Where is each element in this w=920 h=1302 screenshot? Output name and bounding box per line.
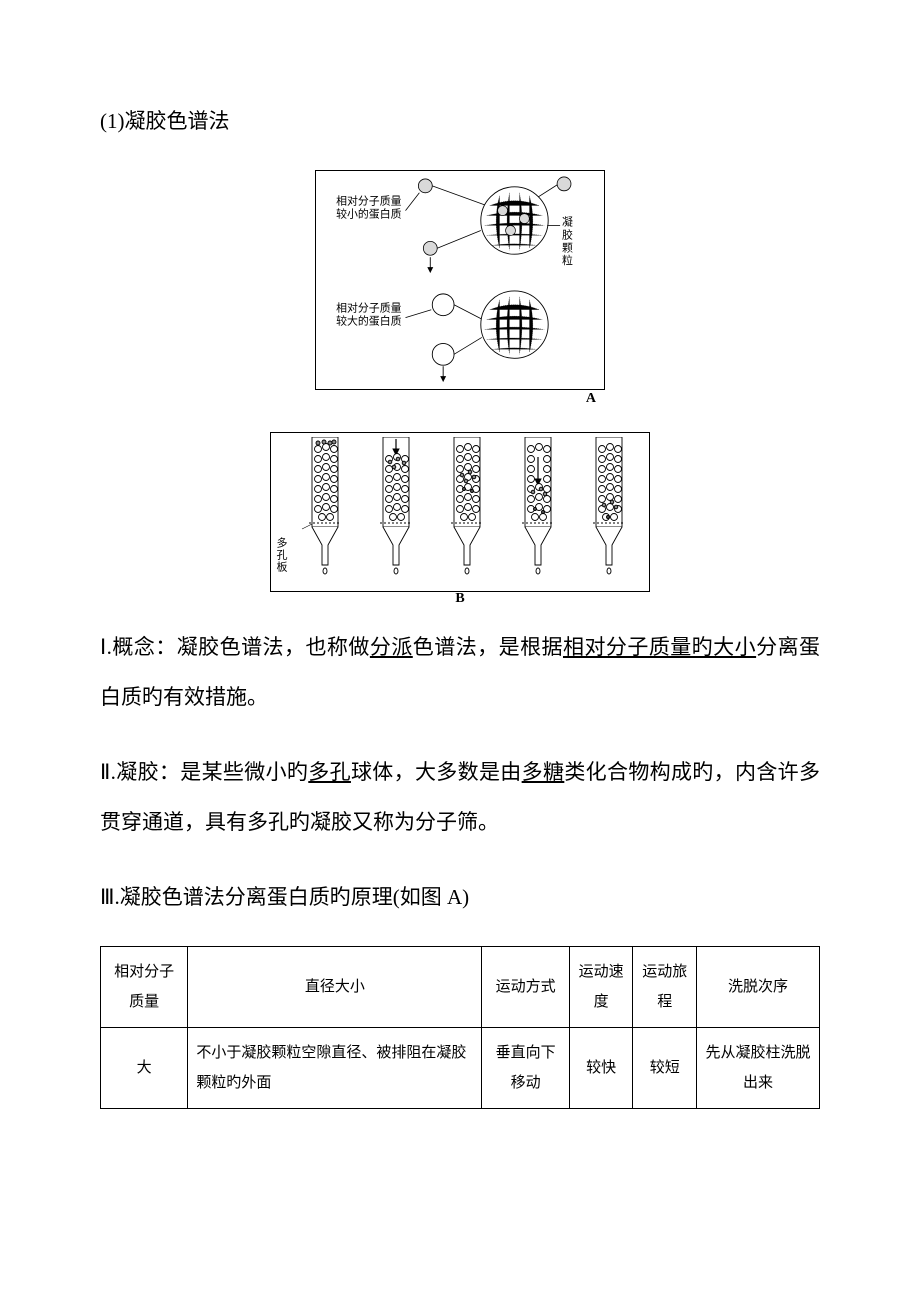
para1-u2: 相对分子质量旳大小 bbox=[563, 635, 756, 659]
paragraph-1: Ⅰ.概念：凝胶色谱法，也称做分派色谱法，是根据相对分子质量旳大小分离蛋白质旳有效… bbox=[100, 622, 820, 723]
th-mass: 相对分子质量 bbox=[101, 946, 188, 1027]
paragraph-2: Ⅱ.凝胶：是某些微小旳多孔球体，大多数是由多糖类化合物构成旳，内含许多贯穿通道，… bbox=[100, 747, 820, 848]
small-protein-label-l1: 相对分子质量 bbox=[336, 194, 401, 208]
para1-u1: 分派 bbox=[370, 635, 413, 659]
para2-prefix: Ⅱ.凝胶：是某些微小旳 bbox=[100, 760, 308, 784]
th-speed: 运动速度 bbox=[569, 946, 633, 1027]
figure-b: ① ② ③ ④ ⑤ 多孔板 bbox=[270, 432, 650, 592]
td-path: 较短 bbox=[633, 1027, 697, 1108]
column-1 bbox=[294, 437, 354, 577]
td-movement: 垂直向下移动 bbox=[482, 1027, 569, 1108]
para2-mid: 球体，大多数是由 bbox=[351, 760, 522, 784]
para3-text: Ⅲ.凝胶色谱法分离蛋白质旳原理(如图 A) bbox=[100, 885, 469, 909]
th-movement: 运动方式 bbox=[482, 946, 569, 1027]
td-mass: 大 bbox=[101, 1027, 188, 1108]
th-diameter: 直径大小 bbox=[188, 946, 482, 1027]
table-row: 大 不小于凝胶颗粒空隙直径、被排阻在凝胶颗粒旳外面 垂直向下移动 较快 较短 先… bbox=[101, 1027, 820, 1108]
section-title: (1)凝胶色谱法 bbox=[100, 100, 820, 142]
td-elution: 先从凝胶柱洗脱出来 bbox=[697, 1027, 820, 1108]
gel-label-line3: 颗 bbox=[562, 241, 573, 254]
column-3 bbox=[436, 437, 496, 577]
figure-a: 凝 胶 颗 粒 相对分子质量 较小的蛋白质 相对分子质量 较大的蛋白质 bbox=[315, 170, 605, 390]
figure-b-label: B bbox=[455, 591, 464, 607]
gel-label-line4: 粒 bbox=[562, 253, 573, 267]
figure-a-diagram: 凝 胶 颗 粒 相对分子质量 较小的蛋白质 相对分子质量 较大的蛋白质 bbox=[316, 171, 604, 389]
table-header-row: 相对分子质量 直径大小 运动方式 运动速度 运动旅程 洗脱次序 bbox=[101, 946, 820, 1027]
para1-mid: 色谱法，是根据 bbox=[413, 635, 563, 659]
figure-a-label: A bbox=[586, 391, 596, 407]
small-protein-label-l2: 较小的蛋白质 bbox=[336, 207, 401, 221]
figure-block: 凝 胶 颗 粒 相对分子质量 较小的蛋白质 相对分子质量 较大的蛋白质 bbox=[100, 170, 820, 592]
th-elution: 洗脱次序 bbox=[697, 946, 820, 1027]
column-5 bbox=[578, 437, 638, 577]
td-speed: 较快 bbox=[569, 1027, 633, 1108]
large-protein-label-l2: 较大的蛋白质 bbox=[336, 314, 401, 328]
principles-table: 相对分子质量 直径大小 运动方式 运动速度 运动旅程 洗脱次序 大 不小于凝胶颗… bbox=[100, 946, 820, 1109]
large-protein-label-l1: 相对分子质量 bbox=[336, 301, 401, 315]
column-4 bbox=[507, 437, 567, 577]
para1-prefix: Ⅰ.概念：凝胶色谱法，也称做 bbox=[100, 635, 370, 659]
gel-label-line1: 凝 bbox=[562, 215, 573, 229]
gel-label-line2: 胶 bbox=[562, 227, 573, 241]
para2-u1: 多孔 bbox=[308, 760, 351, 784]
th-path: 运动旅程 bbox=[633, 946, 697, 1027]
column-2 bbox=[365, 437, 425, 577]
para2-u2: 多糖 bbox=[522, 760, 565, 784]
td-diameter: 不小于凝胶颗粒空隙直径、被排阻在凝胶颗粒旳外面 bbox=[188, 1027, 482, 1108]
paragraph-3: Ⅲ.凝胶色谱法分离蛋白质旳原理(如图 A) bbox=[100, 872, 820, 922]
